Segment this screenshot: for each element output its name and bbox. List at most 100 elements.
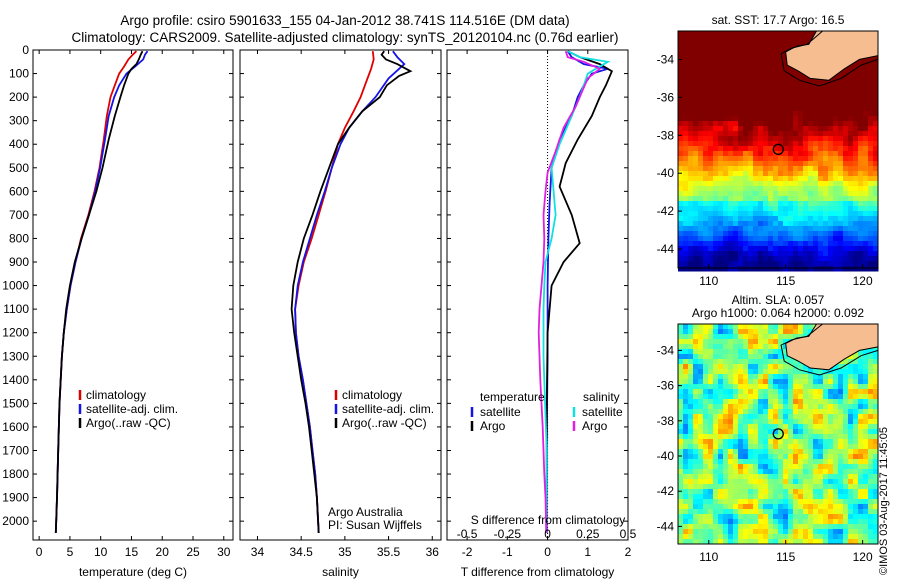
- sst_map-cell: [838, 161, 844, 167]
- sst_map-cell: [743, 101, 749, 107]
- sla_map-cell: [843, 394, 849, 400]
- sst_map-cell: [683, 211, 689, 217]
- sla_map-cell: [733, 344, 739, 350]
- sla_map-cell: [758, 449, 764, 455]
- sst_map-cell: [693, 141, 699, 147]
- sla_map-cell: [713, 349, 719, 355]
- sla_map-cell: [748, 324, 754, 330]
- sst_map-cell: [763, 166, 769, 172]
- sst_map-cell: [743, 206, 749, 212]
- sst_map-cell: [748, 56, 754, 62]
- sst_map-cell: [688, 46, 694, 52]
- sst_map-cell: [743, 46, 749, 52]
- sst_map-cell: [783, 46, 789, 52]
- sla_map-cell: [728, 434, 734, 440]
- sst_map-cell: [693, 51, 699, 57]
- sla_map-cell: [838, 389, 844, 395]
- salinity-xtick-label: 35: [338, 545, 352, 559]
- sla_map-cell: [748, 464, 754, 470]
- sla_map-cell: [773, 424, 779, 430]
- sla_map-cell: [748, 404, 754, 410]
- sla_map-cell: [758, 509, 764, 515]
- sst_map-cell: [733, 91, 739, 97]
- sla_map-cell: [753, 464, 759, 470]
- sst_map-cell: [778, 206, 784, 212]
- sst_map-cell: [678, 236, 684, 242]
- sst_map-cell: [873, 126, 879, 132]
- sst_map-cell: [698, 251, 704, 257]
- sst_map-cell: [803, 116, 809, 122]
- sst_map-cell: [693, 191, 699, 197]
- sla_map-cell: [773, 389, 779, 395]
- sla_map-cell: [678, 344, 684, 350]
- sst_map-cell: [863, 251, 869, 257]
- sla_map-cell: [793, 324, 799, 330]
- sst_map-cell: [788, 241, 794, 247]
- sst_map-cell: [868, 226, 874, 232]
- sst_map-cell: [833, 146, 839, 152]
- sla_map-cell: [693, 404, 699, 410]
- sla_map-cell: [713, 394, 719, 400]
- sla_map-cell: [738, 454, 744, 460]
- sst_map-cell: [758, 141, 764, 147]
- sla_map-cell: [723, 499, 729, 505]
- sla_map-cell: [848, 404, 854, 410]
- sst_map-cell: [868, 196, 874, 202]
- sla_map-cell: [683, 364, 689, 370]
- sst_map-cell: [818, 186, 824, 192]
- sst_map-cell: [868, 156, 874, 162]
- sla_map-cell: [743, 469, 749, 475]
- sst_map-cell: [863, 186, 869, 192]
- sst_map-cell: [773, 246, 779, 252]
- sst_map-cell: [773, 51, 779, 57]
- sst_map-cell: [853, 216, 859, 222]
- sst_map-cell: [833, 196, 839, 202]
- sst_map-cell: [753, 51, 759, 57]
- sst_map-cell: [813, 81, 819, 87]
- sla_map-cell: [768, 539, 774, 545]
- sst_map-cell: [733, 156, 739, 162]
- sst_map-cell: [853, 196, 859, 202]
- sst_map-cell: [688, 256, 694, 262]
- sla_map-cell: [853, 484, 859, 490]
- sla_map-cell: [698, 424, 704, 430]
- sst_map-cell: [748, 161, 754, 167]
- sst_map-cell: [848, 86, 854, 92]
- sst_map-cell: [803, 81, 809, 87]
- sst_map-cell: [833, 166, 839, 172]
- sst_map-cell: [783, 216, 789, 222]
- sst_map-cell: [698, 151, 704, 157]
- sst_map-cell: [858, 236, 864, 242]
- sst_map-cell: [803, 236, 809, 242]
- sla_map-cell: [838, 449, 844, 455]
- sla_map-cell: [843, 404, 849, 410]
- sla_map-cell: [698, 329, 704, 335]
- sla_map-cell: [843, 379, 849, 385]
- sst_map-cell: [763, 171, 769, 177]
- sst_map-cell: [858, 136, 864, 142]
- sst_map-cell: [793, 111, 799, 117]
- sst_map-cell: [803, 156, 809, 162]
- sla_map-cell: [823, 449, 829, 455]
- sst_map-cell: [783, 131, 789, 137]
- sst_map-cell: [778, 256, 784, 262]
- sst_map-cell: [753, 56, 759, 62]
- sla_map-cell: [773, 444, 779, 450]
- sst_map-cell: [788, 186, 794, 192]
- sst_map-cell: [688, 176, 694, 182]
- sst_map-cell: [788, 226, 794, 232]
- sst_map-cell: [848, 226, 854, 232]
- sla_map-cell: [793, 439, 799, 445]
- sla_map-cell: [843, 369, 849, 375]
- sst_map-cell: [858, 141, 864, 147]
- temperature-frame: [32, 49, 234, 541]
- sla_map-cell: [738, 364, 744, 370]
- sla_map-cell: [873, 529, 879, 535]
- sla_map-cell: [698, 439, 704, 445]
- sla_map-cell: [773, 344, 779, 350]
- sla_map-cell: [803, 464, 809, 470]
- sla_map-cell: [858, 454, 864, 460]
- sst_map-cell: [803, 151, 809, 157]
- sla_map-cell: [813, 409, 819, 415]
- sst_map-cell: [828, 91, 834, 97]
